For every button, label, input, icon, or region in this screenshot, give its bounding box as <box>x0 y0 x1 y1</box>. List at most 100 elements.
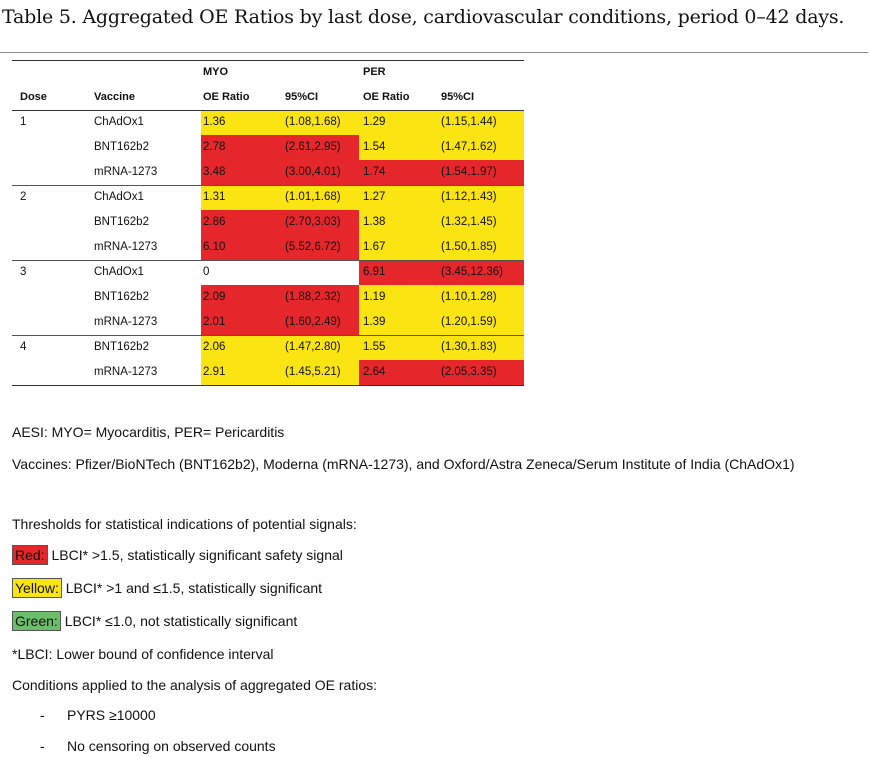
per-oe-cell: 1.38 <box>359 210 435 235</box>
per-oe-cell: 1.39 <box>359 310 435 335</box>
table-caption: Table 5. Aggregated OE Ratios by last do… <box>2 6 845 28</box>
condition-pyrs: PYRS ≥10000 <box>67 707 156 723</box>
vaccine-cell: mRNA-1273 <box>94 241 158 253</box>
dose-cell <box>12 360 92 385</box>
myo-ci-cell: (1.45,5.21) <box>281 360 359 385</box>
table-row: 3 ChAdOx1 0 6.91 (3.45,12.36) <box>12 260 524 285</box>
table-header-rule <box>12 110 524 111</box>
table-row: mRNA-1273 3.48 (3.00,4.01) 1.74 (1.54,1.97) <box>12 160 524 185</box>
myo-oe-cell: 2.01 <box>201 310 281 335</box>
myo-oe-cell: 1.36 <box>201 110 281 135</box>
per-group-header: PER <box>363 66 386 78</box>
myo-oe-cell: 2.91 <box>201 360 281 385</box>
per-oe-cell: 2.64 <box>359 360 435 385</box>
vaccines-note: Vaccines: Pfizer/BioNTech (BNT162b2), Mo… <box>12 456 795 472</box>
myo-group-header: MYO <box>203 66 229 78</box>
table-top-rule <box>12 60 524 61</box>
dose-column-header: Dose <box>20 91 47 103</box>
myo-ci-cell: (1.88,2.32) <box>281 285 359 310</box>
myo-oe-cell: 2.09 <box>201 285 281 310</box>
vaccine-cell: BNT162b2 <box>94 341 149 353</box>
myo-oe-cell: 2.78 <box>201 135 281 160</box>
green-legend-swatch: Green: <box>12 611 61 631</box>
table-column-header-row: Dose Vaccine OE Ratio 95%CI OE Ratio 95%… <box>12 85 524 110</box>
condition-bullet-marker: - <box>40 738 45 754</box>
caption-divider <box>0 52 868 53</box>
per-ci-cell: (1.20,1.59) <box>435 310 524 335</box>
vaccine-cell: BNT162b2 <box>94 291 149 303</box>
myo-ci-cell: (2.61,2.95) <box>281 135 359 160</box>
table-row: BNT162b2 2.86 (2.70,3.03) 1.38 (1.32,1.45) <box>12 210 524 235</box>
dose-group-rule <box>12 335 524 336</box>
table-row: mRNA-1273 2.91 (1.45,5.21) 2.64 (2.05,3.35) <box>12 360 524 385</box>
dose-group-rule <box>12 185 524 186</box>
per-ci-cell: (1.15,1.44) <box>435 110 524 135</box>
per-ci-cell: (1.47,1.62) <box>435 135 524 160</box>
vaccine-cell: mRNA-1273 <box>94 166 158 178</box>
myo-oe-column-header: OE Ratio <box>203 91 250 103</box>
per-oe-cell: 1.55 <box>359 335 435 360</box>
myo-oe-cell: 2.86 <box>201 210 281 235</box>
dose-cell: 3 <box>20 266 27 278</box>
yellow-threshold: Yellow: LBCI* >1 and ≤1.5, statistically… <box>12 578 322 598</box>
dose-cell <box>12 235 92 260</box>
per-ci-cell: (1.12,1.43) <box>435 185 524 210</box>
yellow-legend-swatch: Yellow: <box>12 578 62 598</box>
myo-ci-cell: (3.00,4.01) <box>281 160 359 185</box>
myo-oe-cell: 6.10 <box>201 235 281 260</box>
myo-oe-cell: 0 <box>203 266 210 278</box>
per-ci-column-header: 95%CI <box>441 91 475 103</box>
dose-cell <box>12 310 92 335</box>
dose-cell: 4 <box>20 341 27 353</box>
table-bottom-rule <box>12 385 524 386</box>
per-ci-cell: (1.50,1.85) <box>435 235 524 260</box>
red-threshold-text: LBCI* >1.5, statistically significant sa… <box>47 547 343 563</box>
per-ci-cell: (2.05,3.35) <box>435 360 524 385</box>
myo-ci-cell: (1.60,2.49) <box>281 310 359 335</box>
vaccine-cell: ChAdOx1 <box>94 191 144 203</box>
thresholds-title: Thresholds for statistical indications o… <box>12 516 357 532</box>
per-oe-cell: 1.29 <box>359 110 435 135</box>
per-oe-cell: 1.54 <box>359 135 435 160</box>
myo-oe-cell: 3.48 <box>201 160 281 185</box>
myo-oe-cell: 1.31 <box>201 185 281 210</box>
myo-ci-cell: (1.08,1.68) <box>281 110 359 135</box>
condition-censoring: No censoring on observed counts <box>67 738 276 754</box>
table-group-header-row: MYO PER <box>12 60 524 85</box>
dose-cell: 2 <box>20 191 27 203</box>
myo-ci-cell: (1.47,2.80) <box>281 335 359 360</box>
per-oe-cell: 1.74 <box>359 160 435 185</box>
green-threshold: Green: LBCI* ≤1.0, not statistically sig… <box>12 611 297 631</box>
lbci-footnote: *LBCI: Lower bound of confidence interva… <box>12 646 274 662</box>
red-threshold: Red: LBCI* >1.5, statistically significa… <box>12 545 343 565</box>
vaccine-column-header: Vaccine <box>94 91 135 103</box>
per-oe-cell: 1.27 <box>359 185 435 210</box>
myo-ci-cell: (2.70,3.03) <box>281 210 359 235</box>
dose-cell <box>12 210 92 235</box>
condition-bullet-marker: - <box>40 707 45 723</box>
yellow-threshold-text: LBCI* >1 and ≤1.5, statistically signifi… <box>61 580 323 596</box>
per-ci-cell: (3.45,12.36) <box>435 260 524 285</box>
conditions-title: Conditions applied to the analysis of ag… <box>12 677 378 693</box>
table-row: BNT162b2 2.78 (2.61,2.95) 1.54 (1.47,1.62) <box>12 135 524 160</box>
myo-ci-cell: (5.52,6.72) <box>281 235 359 260</box>
vaccine-cell: BNT162b2 <box>94 141 149 153</box>
myo-ci-cell: (1.01,1.68) <box>281 185 359 210</box>
green-threshold-text: LBCI* ≤1.0, not statistically significan… <box>60 613 298 629</box>
per-oe-cell: 1.19 <box>359 285 435 310</box>
table-row: 4 BNT162b2 2.06 (1.47,2.80) 1.55 (1.30,1.83) <box>12 335 524 360</box>
myo-ci-column-header: 95%CI <box>285 91 319 103</box>
table-row: mRNA-1273 6.10 (5.52,6.72) 1.67 (1.50,1.85) <box>12 235 524 260</box>
per-ci-cell: (1.10,1.28) <box>435 285 524 310</box>
table-row: mRNA-1273 2.01 (1.60,2.49) 1.39 (1.20,1.59) <box>12 310 524 335</box>
dose-cell: 1 <box>20 116 27 128</box>
table-row: 2 ChAdOx1 1.31 (1.01,1.68) 1.27 (1.12,1.43) <box>12 185 524 210</box>
dose-group-rule <box>12 260 524 261</box>
vaccine-cell: mRNA-1273 <box>94 366 158 378</box>
dose-cell <box>12 160 92 185</box>
per-oe-column-header: OE Ratio <box>363 91 410 103</box>
per-ci-cell: (1.32,1.45) <box>435 210 524 235</box>
vaccine-cell: BNT162b2 <box>94 216 149 228</box>
per-oe-cell: 1.67 <box>359 235 435 260</box>
vaccine-cell: ChAdOx1 <box>94 116 144 128</box>
